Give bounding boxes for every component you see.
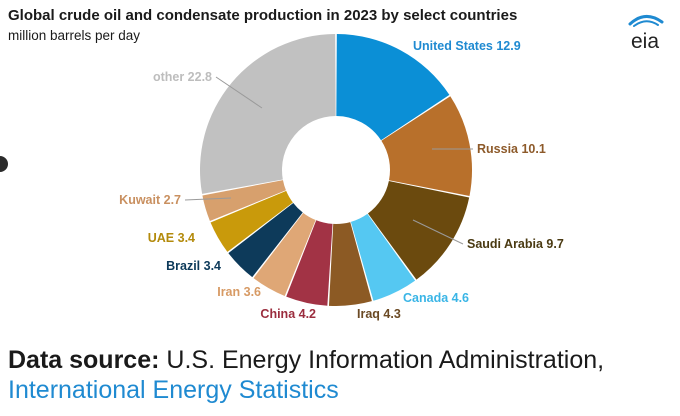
donut-chart: United States 12.9 Russia 10.1 Saudi Arabi… xyxy=(119,34,564,321)
slice-canada xyxy=(350,213,416,301)
slice-brazil xyxy=(228,203,303,278)
data-source: Data source: U.S. Energy Information Adm… xyxy=(8,345,604,405)
slice-other xyxy=(199,34,336,194)
slice-label: Russia 10.1 xyxy=(477,142,546,156)
source-org: U.S. Energy Information Administration, xyxy=(159,346,605,374)
slice-uae xyxy=(210,190,293,252)
slice-label: Iran 3.6 xyxy=(217,285,261,299)
slice-label: other 22.8 xyxy=(153,70,212,84)
slice-kuwait xyxy=(202,180,286,221)
slice-label: Saudi Arabia 9.7 xyxy=(467,237,564,251)
source-label: Data source: xyxy=(8,346,160,374)
slice-label: Kuwait 2.7 xyxy=(119,193,181,207)
slice-russia xyxy=(381,96,473,196)
slice-label: Iraq 4.3 xyxy=(357,307,401,321)
slice-label: Canada 4.6 xyxy=(403,291,469,305)
eia-logo-text: eia xyxy=(631,30,659,53)
eia-logo: eia xyxy=(628,15,664,53)
slice-iraq xyxy=(328,222,372,306)
leader-line xyxy=(412,219,464,245)
slice-china xyxy=(286,220,333,306)
source-link[interactable]: International Energy Statistics xyxy=(8,376,339,404)
slice-label: Brazil 3.4 xyxy=(166,259,221,273)
slice-united-states xyxy=(336,34,450,141)
chart-subtitle: million barrels per day xyxy=(8,28,141,43)
donut-slices xyxy=(199,34,473,306)
slice-label: China 4.2 xyxy=(260,307,316,321)
slice-label: UAE 3.4 xyxy=(148,231,195,245)
scroll-handle[interactable] xyxy=(0,156,8,172)
slice-saudi-arabia xyxy=(367,180,470,280)
leader-line xyxy=(215,76,263,109)
slice-labels: United States 12.9 Russia 10.1 Saudi Arabi… xyxy=(119,39,564,321)
chart-title: Global crude oil and condensate producti… xyxy=(8,7,518,24)
leader-lines xyxy=(184,76,473,245)
slice-iran xyxy=(253,212,316,296)
leader-line xyxy=(184,197,232,201)
slice-label: United States 12.9 xyxy=(413,39,521,53)
